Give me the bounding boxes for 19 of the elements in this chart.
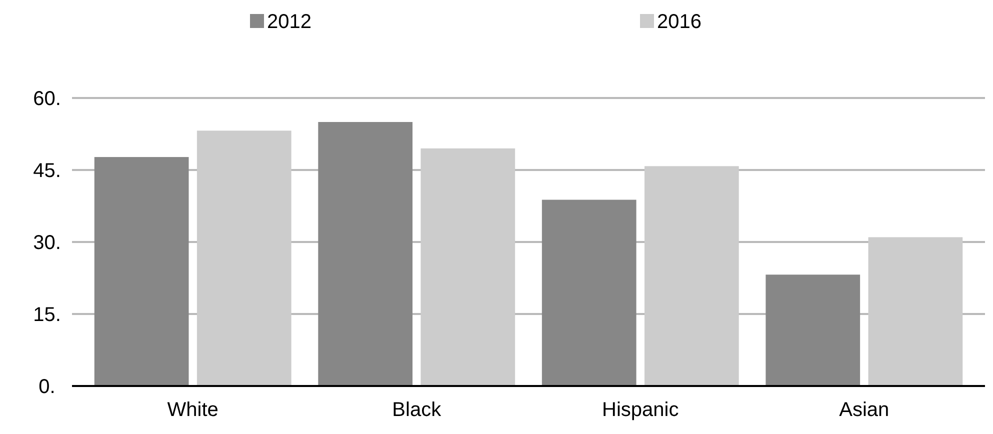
y-tick-label: 15. xyxy=(33,304,61,326)
bar xyxy=(94,157,189,386)
bar xyxy=(542,200,636,386)
bar xyxy=(196,130,292,386)
bar xyxy=(766,274,860,386)
x-tick-label: White xyxy=(167,399,218,421)
y-tick-label: 0. xyxy=(38,376,56,398)
legend-label: 2016 xyxy=(657,11,702,33)
y-tick-label: 30. xyxy=(33,232,61,254)
y-tick-label: 60. xyxy=(33,88,61,110)
x-tick-label: Asian xyxy=(839,399,890,421)
legend-label: 2012 xyxy=(267,11,312,33)
x-tick-label: Black xyxy=(392,399,442,421)
bar xyxy=(420,148,516,386)
x-tick-label: Hispanic xyxy=(602,399,679,421)
bar xyxy=(868,237,963,386)
bar xyxy=(318,122,413,386)
y-tick-label: 45. xyxy=(33,160,61,182)
bar xyxy=(644,166,739,386)
